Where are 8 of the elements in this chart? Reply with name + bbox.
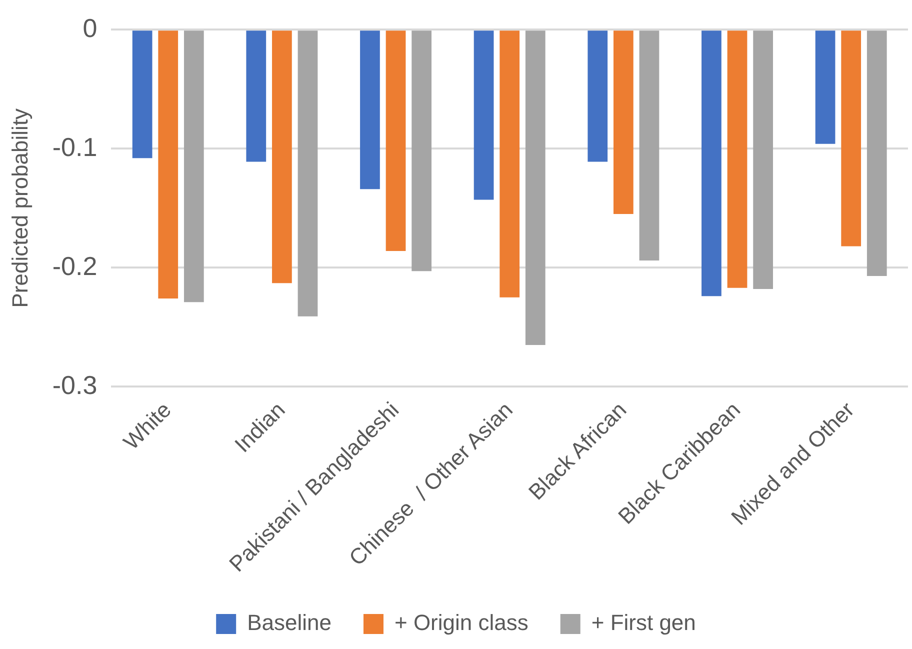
y-tick-label: 0 [82,12,98,43]
y-tick-label: -0.2 [52,250,98,281]
legend-label: Baseline [247,610,332,636]
y-tick-label: -0.3 [52,370,98,400]
legend-label: + Origin class [394,610,528,636]
y-axis-title: Predicted probability [7,108,32,308]
y-tick-label: -0.1 [52,132,98,162]
legend-label: + First gen [591,610,696,636]
